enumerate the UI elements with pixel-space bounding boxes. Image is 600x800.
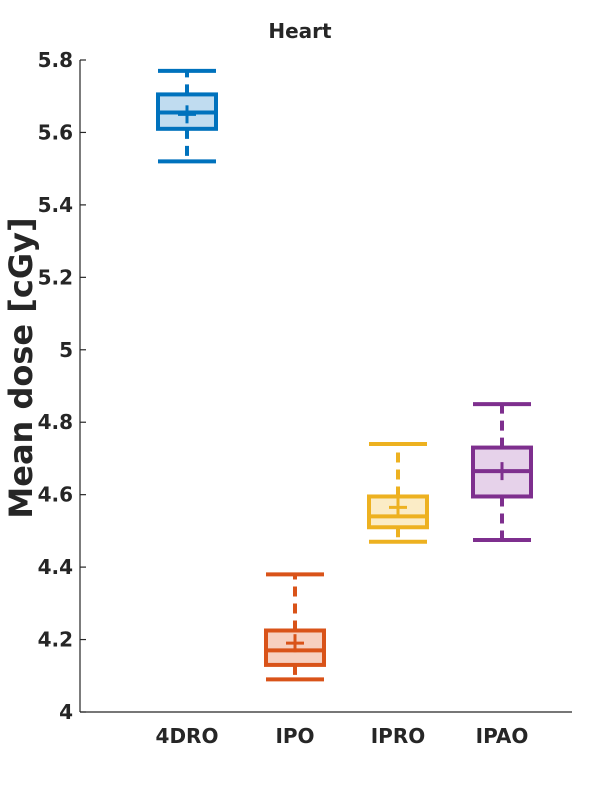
axes (79, 60, 572, 713)
y-ticks: 4 4.2 4.4 4.6 4.8 5 5.2 5.4 5.6 5.8 (38, 48, 86, 724)
chart-title: Heart (268, 19, 332, 43)
x-ticks: 4DRO IPO IPRO IPAO (156, 724, 529, 748)
y-axis-label: Mean dose [cGy] (2, 217, 40, 518)
y-tick-label: 5.2 (38, 265, 73, 289)
x-tick-label: IPRO (371, 724, 426, 748)
y-tick-label: 4.2 (38, 628, 73, 652)
x-tick-label: IPAO (476, 724, 529, 748)
box-ipao (471, 402, 533, 542)
y-tick-label: 4 (59, 700, 73, 724)
boxes (156, 68, 533, 682)
y-tick-label: 5.4 (38, 193, 73, 217)
y-tick-label: 4.4 (38, 555, 73, 579)
y-tick-label: 5.6 (38, 120, 73, 144)
y-tick-label: 5 (59, 338, 73, 362)
y-tick-label: 5.8 (38, 48, 73, 72)
y-tick-label: 4.6 (38, 483, 73, 507)
box-ipo (264, 572, 326, 682)
box-ipro (367, 441, 429, 544)
x-tick-label: IPO (275, 724, 314, 748)
x-tick-label: 4DRO (156, 724, 219, 748)
y-tick-label: 4.8 (38, 410, 73, 434)
box-4dro (156, 68, 218, 164)
